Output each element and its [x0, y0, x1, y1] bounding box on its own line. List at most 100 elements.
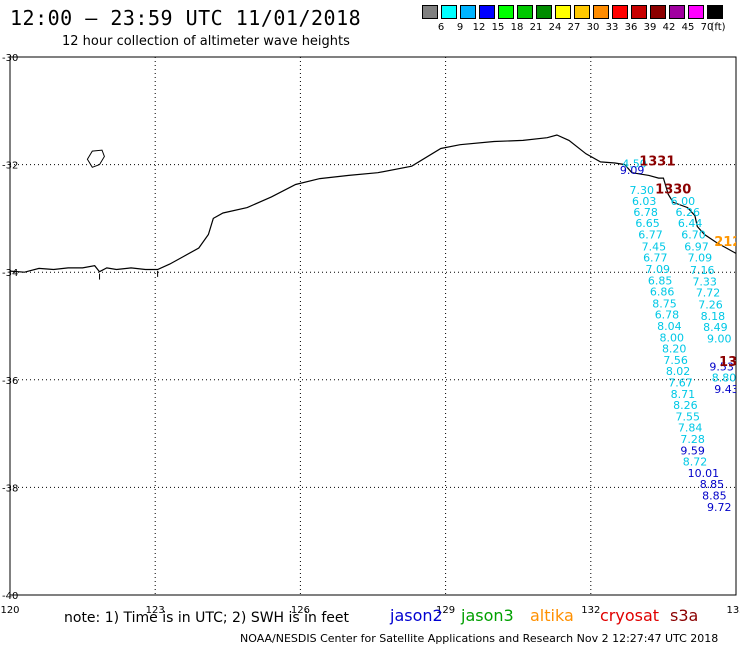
wave-height-label: 7.30: [630, 184, 655, 197]
wave-height-label: 9.72: [707, 501, 732, 514]
wave-height-label: 7.28: [680, 433, 705, 446]
island-outline: [86, 149, 105, 168]
wave-labels: 4.50 7.306.03 6.00 6.78 6.26 6.65 6.44 6.77 6.70…: [620, 154, 740, 514]
wave-height-label: 8.18: [701, 310, 726, 323]
scale-swatch: [593, 5, 609, 19]
scale-label: 42: [662, 22, 676, 33]
lon-label: 129: [436, 605, 455, 616]
wave-height-label: 6.85: [648, 274, 673, 287]
scale-label: 39: [643, 22, 657, 33]
lat-label: -38: [2, 483, 18, 494]
lat-label: -36: [2, 376, 18, 387]
wave-height-label: 6.78: [655, 309, 680, 322]
wave-height-label: 8.00: [660, 331, 685, 344]
scale-swatch: [688, 5, 704, 19]
wave-height-label: 6.77: [638, 229, 663, 242]
scale-swatch: [669, 5, 685, 19]
scale-label: 6: [437, 22, 445, 33]
lat-label: -40: [2, 591, 18, 602]
wave-height-label: 6.65: [635, 217, 660, 230]
wave-time-label: 1330: [655, 182, 691, 197]
wave-time-label: 132: [719, 355, 740, 370]
scale-label: 70: [700, 22, 714, 33]
wave-height-label: 8.20: [662, 343, 687, 356]
wave-height-label: 7.09: [645, 263, 670, 276]
wave-height-label: 7.33: [692, 275, 717, 288]
wave-height-label: 8.04: [657, 320, 682, 333]
wave-height-label: 7.84: [678, 422, 703, 435]
scale-unit-label: (ft): [710, 22, 726, 33]
wave-height-label: 7.26: [698, 298, 723, 311]
wave-height-label: 7.72: [696, 287, 721, 300]
wave-height-label: 6.97: [684, 240, 709, 253]
lon-label: 135: [726, 605, 740, 616]
wave-height-label: 6.78: [633, 206, 658, 219]
wave-height-label: 8.85: [700, 478, 725, 491]
scale-label: 24: [548, 22, 562, 33]
wave-height-label: 7.45: [642, 240, 667, 253]
map-subtitle: 12 hour collection of altimeter wave hei…: [62, 34, 350, 49]
wave-height-label: 8.75: [652, 297, 677, 310]
wave-height-label: 8.26: [673, 399, 698, 412]
scale-label: 36: [624, 22, 638, 33]
scale-swatch: [536, 5, 552, 19]
wave-height-label: 7.67: [668, 376, 693, 389]
scale-swatch: [498, 5, 514, 19]
wave-height-label: 8.71: [671, 388, 696, 401]
scale-swatch: [517, 5, 533, 19]
wave-height-label: 8.02: [666, 365, 691, 378]
satellite-legend-item: altika: [530, 606, 574, 625]
scale-label: 30: [586, 22, 600, 33]
scale-swatch: [707, 5, 723, 19]
wave-height-label: 8.85: [702, 489, 727, 502]
wave-height-label: 6.26: [676, 206, 701, 219]
wave-height-label: 7.55: [676, 410, 701, 423]
wave-height-label: 9.09: [620, 164, 645, 177]
wave-height-label: 8.80: [712, 372, 737, 385]
scale-label: 9: [456, 22, 464, 33]
wave-height-label: 7.16: [690, 264, 715, 277]
wave-height-label: 6.00: [671, 195, 696, 208]
scale-swatch: [612, 5, 628, 19]
wave-height-label: 10.01: [688, 467, 720, 480]
wave-height-label: 6.86: [650, 286, 675, 299]
wave-height-label: 9.00: [707, 332, 732, 345]
coastline-group: [10, 134, 736, 280]
footer-credit: NOAA/NESDIS Center for Satellite Applica…: [240, 632, 719, 645]
wave-height-label: 8.49: [703, 321, 728, 334]
lon-label: 120: [0, 605, 19, 616]
satellite-legend-item: cryosat: [600, 606, 660, 625]
map-frame: [9, 56, 737, 596]
scale-swatch: [422, 5, 438, 19]
scale-swatch: [650, 5, 666, 19]
wave-height-label: 9.43: [714, 383, 739, 396]
wave-height-label: 6.70: [681, 229, 706, 242]
scale-label: 18: [510, 22, 524, 33]
wave-height-label: 9.59: [680, 444, 705, 457]
satellite-legend-item: jason2: [390, 606, 443, 625]
wave-height-label: 6.03: [632, 195, 657, 208]
wave-height-label: 9.53: [709, 360, 734, 373]
lat-label: -30: [2, 53, 18, 64]
wave-height-label: 6.44: [678, 217, 703, 230]
lon-label: 126: [291, 605, 310, 616]
lon-label: 123: [146, 605, 165, 616]
lat-label: -32: [2, 161, 18, 172]
wave-height-label: 6.77: [643, 252, 668, 265]
wave-time-label: 2126: [714, 235, 740, 250]
scale-swatch: [555, 5, 571, 19]
australia-coastline: [10, 134, 736, 273]
scale-label: 21: [529, 22, 543, 33]
wave-height-label: 7.09: [688, 252, 713, 265]
scale-label: 27: [567, 22, 581, 33]
wave-height-label: 8.72: [683, 456, 708, 469]
satellite-legend-item: s3a: [670, 606, 699, 625]
scale-swatch: [574, 5, 590, 19]
satellite-legend-item: jason3: [461, 606, 514, 625]
wave-time-label: 1331: [639, 154, 675, 169]
wave-height-label: 4.50: [622, 158, 647, 171]
lon-label: 132: [581, 605, 600, 616]
scale-swatch: [460, 5, 476, 19]
lat-label: -34: [2, 268, 18, 279]
